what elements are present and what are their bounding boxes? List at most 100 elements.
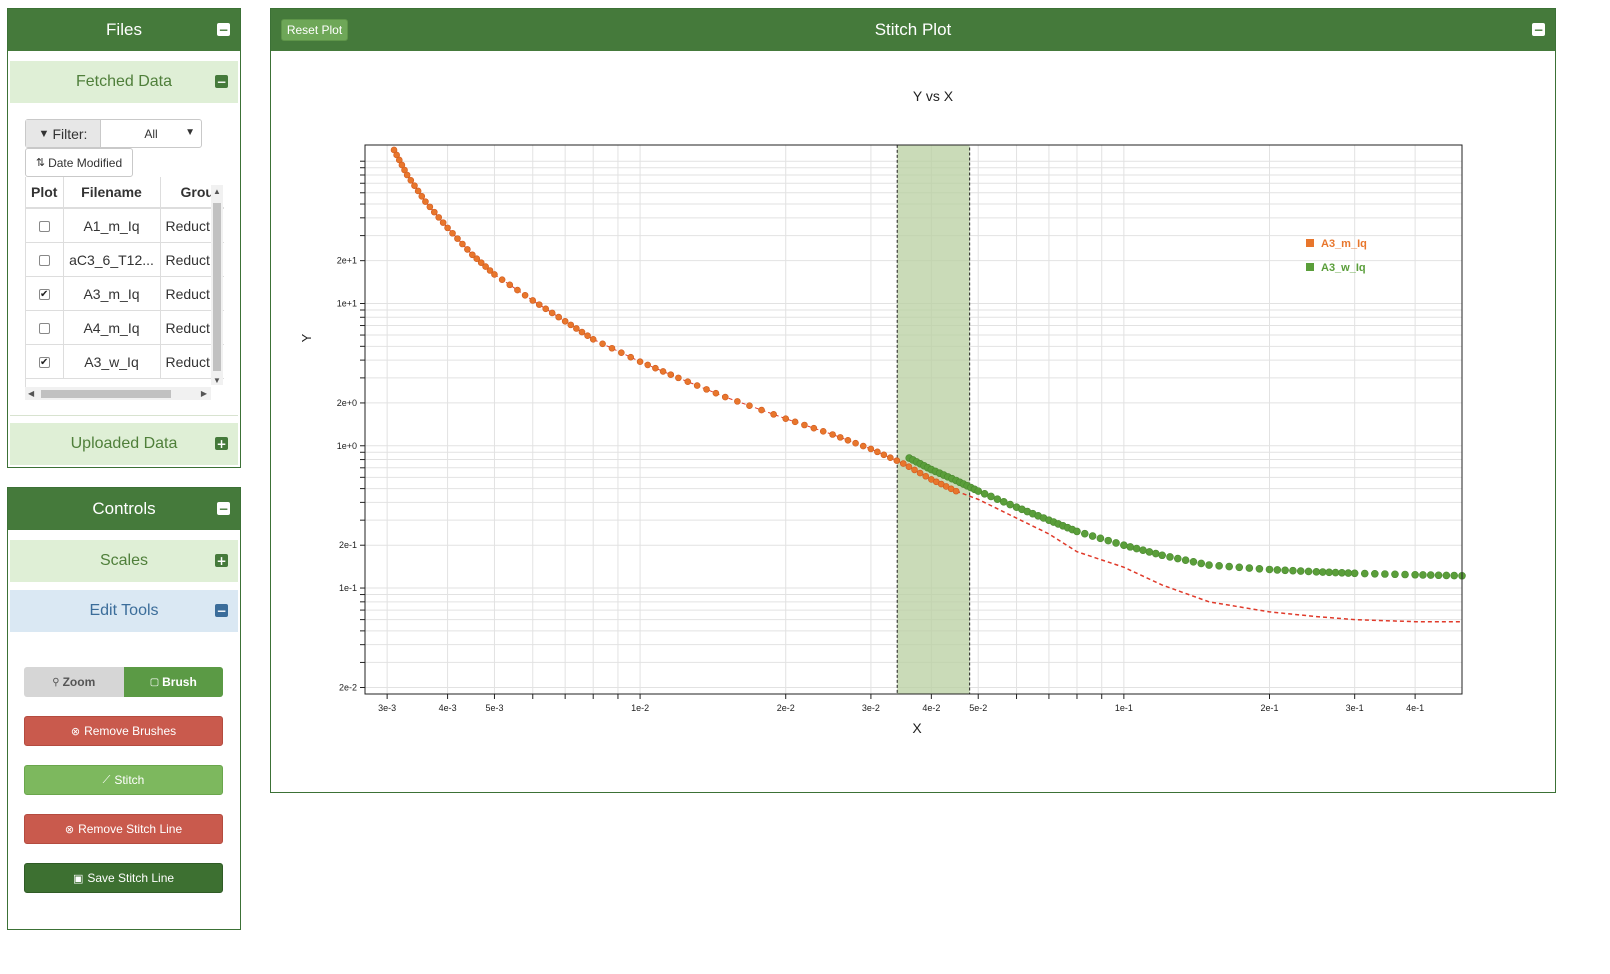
- y-axis: 2e-2 1e-1 2e-1 1e+0 2e+0 1e+1 2e+1: [337, 160, 365, 692]
- data-point: [1245, 564, 1254, 572]
- data-point: [1442, 571, 1451, 580]
- stitch-line: [955, 490, 1462, 623]
- table-row[interactable]: ✔ A3_w_Iq Reduct: [26, 344, 224, 379]
- controls-panel-header[interactable]: Controls −: [8, 488, 240, 530]
- data-point: [887, 454, 894, 461]
- data-point: [1255, 564, 1264, 573]
- x-tick-label: 5e-2: [969, 703, 987, 713]
- brush-button[interactable]: ▢ Brush: [123, 667, 223, 697]
- data-point: [589, 336, 597, 343]
- collapse-icon[interactable]: −: [215, 603, 228, 618]
- scales-header[interactable]: Scales +: [10, 540, 238, 582]
- edit-tools-header[interactable]: Edit Tools −: [10, 590, 238, 632]
- plot-checkbox[interactable]: [38, 221, 50, 233]
- filename-cell: A3_w_Iq: [63, 344, 161, 379]
- data-point: [1189, 558, 1198, 566]
- data-point: [644, 361, 652, 369]
- sort-date-modified-button[interactable]: ⇅ Date Modified: [25, 148, 133, 177]
- data-point: [1104, 536, 1113, 545]
- table-row[interactable]: aC3_6_T12... Reduct: [26, 242, 224, 277]
- chart-title: Y vs X: [913, 88, 954, 104]
- data-point: [791, 418, 799, 426]
- data-point: [1325, 568, 1333, 577]
- scroll-up-icon[interactable]: ▲: [213, 187, 221, 196]
- zoom-button[interactable]: ⚲ Zoom: [24, 667, 124, 697]
- reset-plot-button[interactable]: Reset Plot: [281, 19, 348, 41]
- data-point: [1112, 539, 1120, 547]
- data-point: [401, 166, 408, 174]
- legend-entry: A3_m_Iq: [1321, 238, 1367, 250]
- data-point: [393, 151, 400, 159]
- data-point: [1296, 567, 1305, 575]
- uploaded-data-title: Uploaded Data: [70, 435, 178, 452]
- uploaded-data-header[interactable]: Uploaded Data +: [10, 423, 238, 465]
- data-point: [1096, 534, 1105, 543]
- data-point: [1158, 551, 1166, 560]
- table-row[interactable]: A1_m_Iq Reduct: [26, 208, 224, 243]
- data-point: [422, 198, 429, 205]
- table-row[interactable]: ✔ A3_m_Iq Reduct: [26, 276, 224, 311]
- data-point: [390, 146, 398, 154]
- collapse-icon[interactable]: −: [217, 501, 230, 516]
- data-point: [916, 469, 924, 477]
- brush-selection[interactable]: [896, 144, 971, 695]
- fetched-data-header[interactable]: Fetched Data −: [10, 61, 238, 103]
- plot-checkbox[interactable]: ✔: [38, 289, 50, 301]
- collapse-icon[interactable]: −: [1532, 22, 1545, 37]
- stitch-chart[interactable]: Y vs X 3e-3 4e-3 5e-3 1e-2 2e-2 3e-2 4e-2 5e-2 1…: [271, 51, 1555, 792]
- table-row[interactable]: A4_m_Iq Reduct: [26, 310, 224, 345]
- data-point: [1331, 568, 1340, 577]
- data-point: [444, 224, 451, 232]
- expand-icon[interactable]: +: [215, 436, 228, 451]
- scroll-right-icon[interactable]: ▶: [200, 389, 207, 398]
- data-point: [819, 428, 827, 435]
- column-header-filename[interactable]: Filename: [63, 177, 161, 209]
- scrollbar-thumb[interactable]: [41, 390, 171, 398]
- data-point: [1338, 568, 1346, 577]
- expand-icon[interactable]: +: [215, 553, 228, 568]
- data-point: [584, 332, 591, 340]
- zoom-icon: ⚲: [52, 676, 60, 688]
- scroll-left-icon[interactable]: ◀: [28, 389, 35, 398]
- data-point: [469, 251, 476, 259]
- data-point: [703, 386, 710, 393]
- scroll-down-icon[interactable]: ▼: [213, 376, 221, 385]
- remove-stitch-line-button[interactable]: ⊗ Remove Stitch Line: [24, 814, 223, 844]
- x-axis: 3e-3 4e-3 5e-3 1e-2 2e-2 3e-2 4e-2 5e-2 1e-1 2e-1…: [378, 694, 1424, 713]
- data-point: [407, 177, 415, 184]
- series-A3_m_Iq: [390, 146, 960, 495]
- data-point: [449, 229, 456, 237]
- filter-select[interactable]: All ▼: [144, 126, 195, 141]
- plot-checkbox[interactable]: [38, 255, 50, 267]
- y-tick-label: 1e-1: [339, 583, 357, 593]
- scrollbar-thumb[interactable]: [213, 203, 221, 371]
- remove-brushes-button[interactable]: ⊗ Remove Brushes: [24, 716, 223, 746]
- data-point: [693, 382, 701, 389]
- data-point: [498, 276, 506, 283]
- stitch-button[interactable]: ⟋ Stitch: [24, 765, 223, 795]
- plot-checkbox-cell: ✔: [26, 344, 64, 379]
- x-tick-label: 3e-1: [1346, 703, 1364, 713]
- collapse-icon[interactable]: −: [215, 74, 228, 89]
- save-stitch-line-button[interactable]: ▣ Save Stitch Line: [24, 863, 223, 893]
- collapse-icon[interactable]: −: [217, 22, 230, 37]
- plot-checkbox[interactable]: ✔: [38, 357, 50, 369]
- files-panel-header[interactable]: Files −: [8, 9, 240, 51]
- data-point: [1215, 562, 1223, 570]
- legend-entry: A3_w_Iq: [1321, 262, 1366, 274]
- table-horizontal-scrollbar[interactable]: ◀ ▶: [25, 387, 211, 400]
- data-point: [770, 411, 777, 418]
- plot-checkbox[interactable]: [38, 323, 50, 335]
- x-tick-label: 1e-1: [1115, 703, 1133, 713]
- column-header-plot[interactable]: Plot: [26, 177, 64, 209]
- y-tick-label: 2e-1: [339, 540, 357, 550]
- plot-frame: [364, 144, 1463, 695]
- y-tick-label: 1e+0: [337, 441, 357, 451]
- data-point: [459, 240, 466, 248]
- data-point: [1166, 553, 1174, 561]
- controls-panel: Controls − Scales + Edit Tools −: [7, 487, 241, 930]
- table-vertical-scrollbar[interactable]: ▲ ▼: [211, 185, 223, 385]
- x-tick-label: 2e-1: [1260, 703, 1278, 713]
- data-point: [1073, 527, 1081, 536]
- data-point: [1181, 556, 1190, 564]
